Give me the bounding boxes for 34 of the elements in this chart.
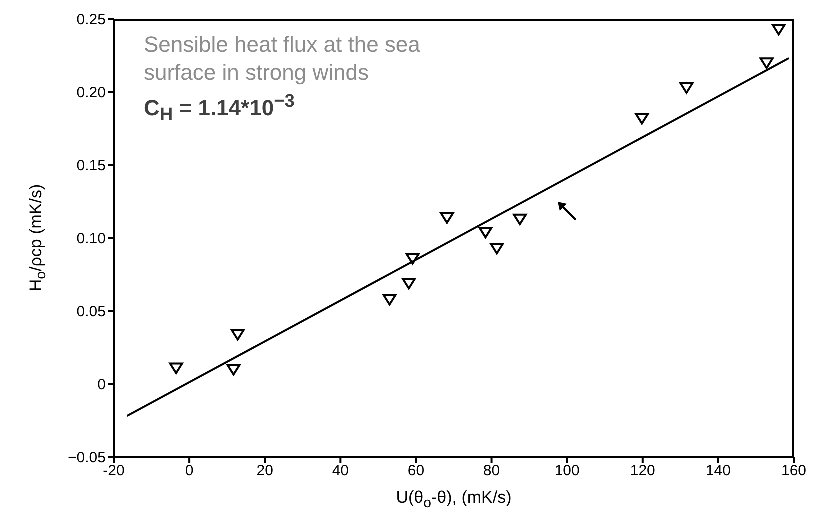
x-tick-label: 40 <box>332 462 350 480</box>
point <box>635 113 650 125</box>
x-tick-label: 80 <box>483 462 500 480</box>
point <box>760 58 774 70</box>
point <box>440 212 454 224</box>
point <box>226 364 241 376</box>
x-tick-label: -20 <box>103 462 125 480</box>
y-tick-label: 0.10 <box>76 230 106 248</box>
annotation: C$_{H}$ = 1.14*10$^{−3}$ <box>144 89 296 127</box>
point <box>680 82 694 94</box>
x-tick-label: 140 <box>706 462 731 480</box>
point <box>490 243 504 255</box>
point <box>772 24 786 36</box>
point <box>513 214 528 226</box>
x-axis-title: U(θ$_{o}$-θ), (mK/s) <box>395 488 513 512</box>
x-tick-label: 60 <box>408 462 425 480</box>
point <box>406 253 420 265</box>
y-tick-label: 0 <box>98 376 106 394</box>
x-tick-label: 0 <box>185 462 194 480</box>
point <box>169 362 184 374</box>
point <box>402 278 416 290</box>
point <box>382 294 397 306</box>
text: Sensible heat flux at the sea surface in strong winds <box>144 31 422 87</box>
point <box>230 329 245 341</box>
y-tick-label: 0.15 <box>76 157 106 174</box>
y-tick-label: 0.20 <box>76 84 106 102</box>
x-tick-label: 100 <box>554 462 580 480</box>
y-tick-label: 0.25 <box>76 11 106 28</box>
point <box>478 226 493 239</box>
x-tick-label: 20 <box>256 462 274 480</box>
x-tick-label: 120 <box>630 462 656 480</box>
y-tick-label: 0.05 <box>76 303 106 320</box>
x-tick-label: 160 <box>781 462 807 480</box>
y-tick-label: −0.05 <box>68 449 106 466</box>
